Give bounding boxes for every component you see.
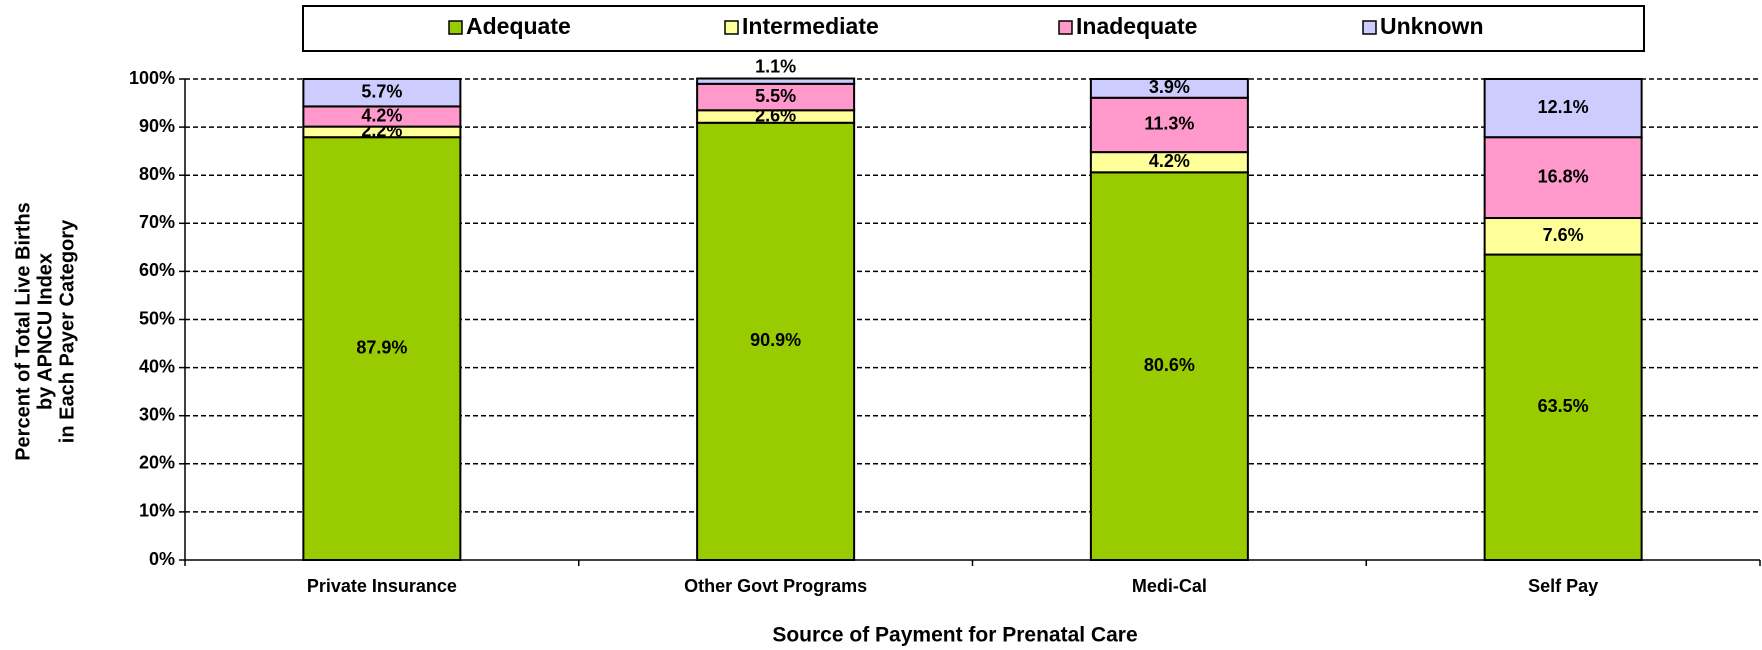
legend-box [302, 5, 1645, 52]
data-label: 5.7% [361, 81, 402, 101]
y-tick-label: 30% [139, 404, 175, 424]
y-tick-label: 90% [139, 116, 175, 136]
y-tick-label: 80% [139, 164, 175, 184]
bar-segment [1483, 78, 1643, 139]
legend-swatch [1362, 20, 1377, 35]
bar-segment [1089, 171, 1249, 561]
data-label: 3.9% [1149, 77, 1190, 97]
bar-segment [302, 136, 462, 562]
data-label: 12.1% [1538, 97, 1589, 117]
legend-swatch [724, 20, 739, 35]
data-label: 1.1% [755, 56, 796, 76]
legend-label: Unknown [1380, 13, 1484, 39]
x-tick-label: Private Insurance [307, 576, 457, 596]
data-label: 5.5% [755, 86, 796, 106]
data-label: 63.5% [1538, 396, 1589, 416]
legend-label: Intermediate [742, 13, 879, 39]
bar-segment [302, 78, 462, 108]
bar-segment [696, 121, 856, 561]
x-tick-label: Other Govt Programs [684, 576, 867, 596]
bar-segment [1483, 253, 1643, 561]
data-label: 11.3% [1144, 114, 1194, 134]
legend-swatch [448, 20, 463, 35]
data-label: 7.6% [1543, 225, 1584, 245]
legend-label: Adequate [466, 13, 571, 39]
data-label: 90.9% [750, 330, 801, 350]
legend-label: Inadequate [1076, 13, 1197, 39]
y-tick-label: 40% [139, 356, 175, 376]
y-axis-title: in Each Payer Category [56, 219, 78, 443]
x-tick-label: Self Pay [1528, 576, 1598, 596]
y-tick-label: 10% [139, 501, 175, 521]
y-tick-label: 0% [149, 549, 175, 569]
y-tick-label: 20% [139, 453, 175, 473]
bar-segment [696, 77, 856, 85]
y-tick-label: 100% [129, 68, 175, 88]
y-axis-title: Percent of Total Live Births [12, 202, 34, 461]
data-label: 87.9% [356, 337, 407, 357]
legend-swatch [1058, 20, 1073, 35]
bar-segment [1483, 217, 1643, 256]
bar-segment [696, 82, 856, 112]
y-tick-label: 70% [139, 212, 175, 232]
data-label: 4.2% [361, 105, 402, 125]
y-tick-label: 50% [139, 308, 175, 328]
bar-segment [1483, 136, 1643, 220]
data-label: 16.8% [1538, 166, 1589, 186]
y-axis-title: by APNCU Index [34, 253, 56, 410]
x-tick-label: Medi-Cal [1132, 576, 1207, 596]
bar-segment [1089, 78, 1249, 99]
x-axis-title: Source of Payment for Prenatal Care [772, 624, 1137, 647]
y-tick-label: 60% [139, 260, 175, 280]
data-label: 80.6% [1144, 355, 1195, 375]
data-label: 4.2% [1149, 151, 1190, 171]
